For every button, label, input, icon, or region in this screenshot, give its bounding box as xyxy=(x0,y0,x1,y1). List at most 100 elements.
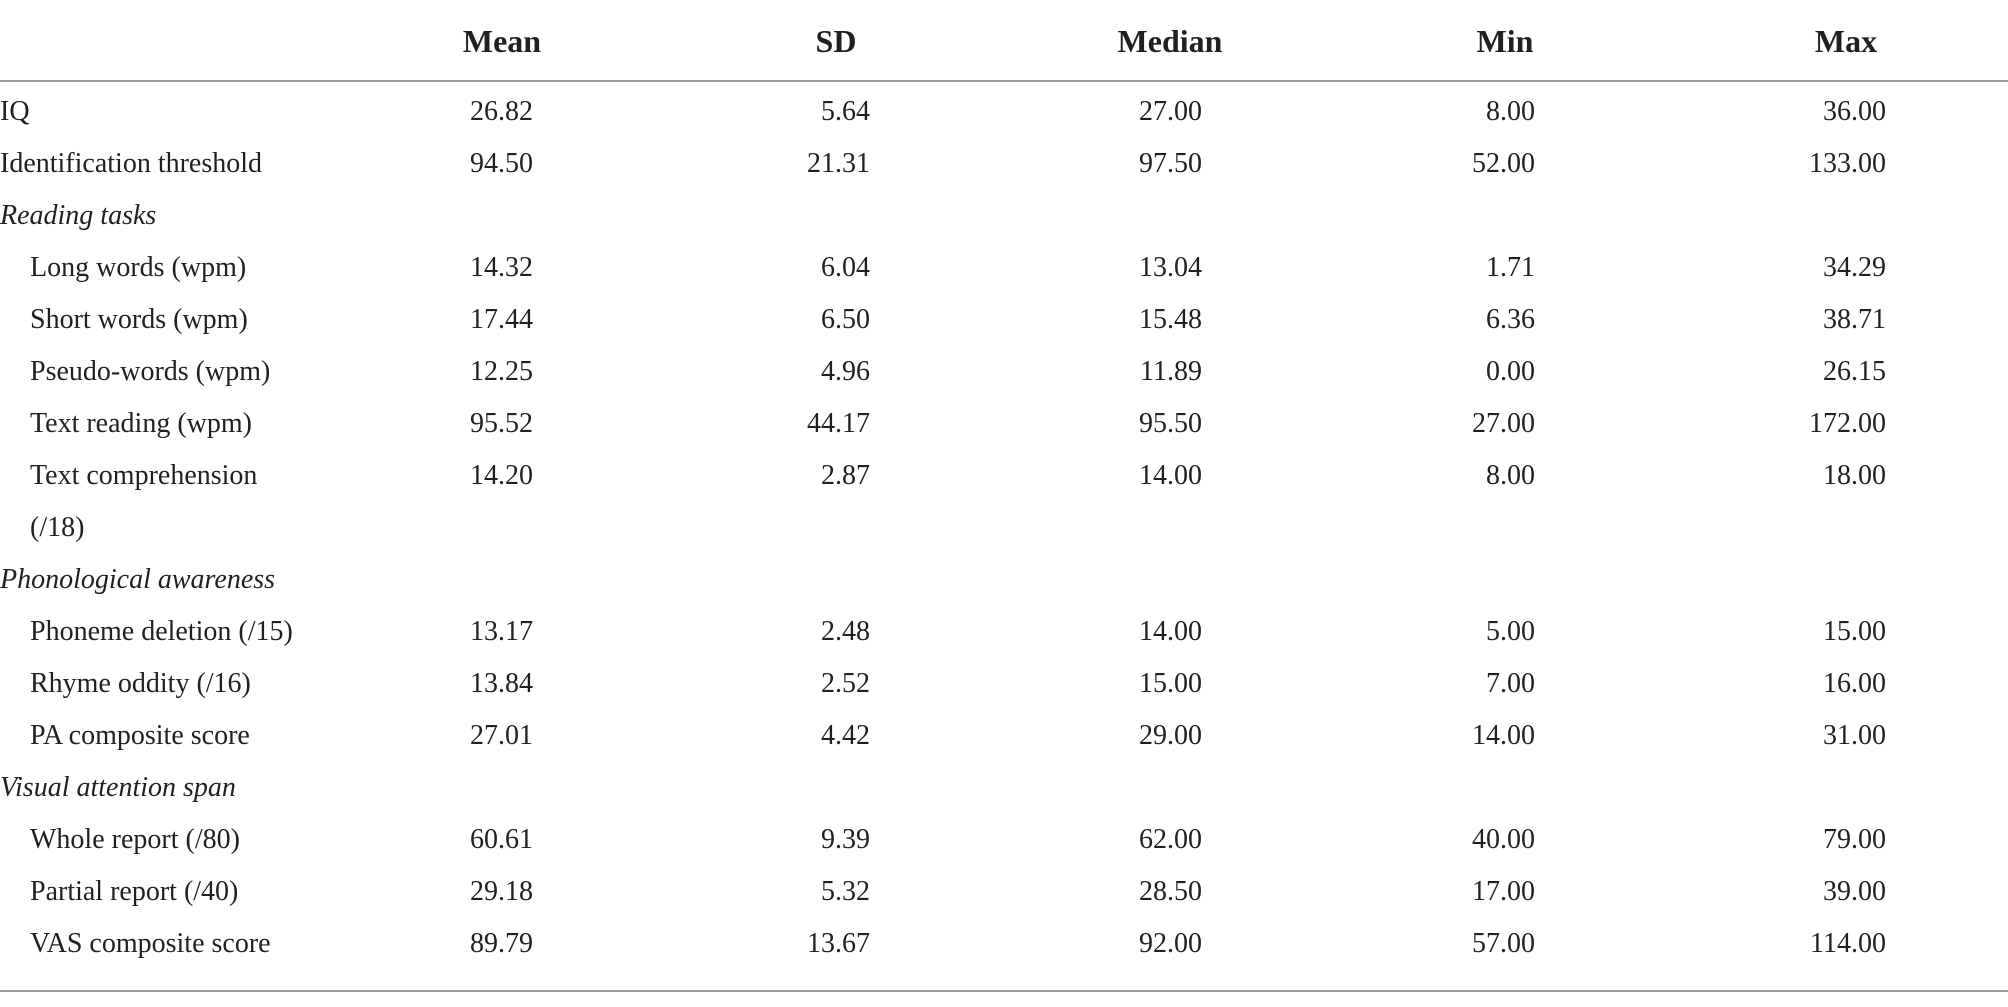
cell-value: 2.52 xyxy=(821,668,870,699)
cell-value: 13.67 xyxy=(807,928,870,959)
cell-value: 9.39 xyxy=(821,824,870,855)
cell-value: 114.00 xyxy=(1810,928,1886,959)
cell-value: 94.50 xyxy=(470,148,533,179)
cell-value: 2.48 xyxy=(821,616,870,647)
table-row: Long words (wpm) 14.32 6.04 13.04 1.71 34.29 xyxy=(0,242,2008,294)
section-title: Reading tasks xyxy=(0,200,157,231)
cell-value: 13.04 xyxy=(1139,252,1202,283)
cell-value: 14.32 xyxy=(470,252,533,283)
column-header: Min xyxy=(1476,23,1534,59)
cell-value: 29.00 xyxy=(1139,720,1202,751)
table-row: Rhyme oddity (/16) 13.84 2.52 15.00 7.00 16.0… xyxy=(0,658,2008,710)
cell-value: 27.01 xyxy=(470,720,533,751)
cell-value: 40.00 xyxy=(1472,824,1535,855)
cell-value: 34.29 xyxy=(1823,252,1886,283)
cell-value: 0.00 xyxy=(1486,356,1535,387)
cell-value: 62.00 xyxy=(1139,824,1202,855)
cell-value: 44.17 xyxy=(807,408,870,439)
row-label: Rhyme oddity (/16) xyxy=(30,668,251,699)
cell-value: 92.00 xyxy=(1139,928,1202,959)
cell-value: 13.84 xyxy=(470,668,533,699)
table-header: Mean SD Median Min Max xyxy=(0,0,2008,82)
table-row: Whole report (/80) 60.61 9.39 62.00 40.00 79.… xyxy=(0,814,2008,866)
cell-value: 17.00 xyxy=(1472,876,1535,907)
cell-value: 21.31 xyxy=(807,148,870,179)
cell-value: 17.44 xyxy=(470,304,533,335)
cell-value: 27.00 xyxy=(1139,96,1202,127)
row-label: IQ xyxy=(0,96,30,127)
cell-value: 29.18 xyxy=(470,876,533,907)
row-label: Partial report (/40) xyxy=(30,876,239,907)
cell-value: 16.00 xyxy=(1823,668,1886,699)
cell-value: 8.00 xyxy=(1486,460,1535,491)
section-title: Phonological awareness xyxy=(0,564,276,595)
row-label: VAS composite score xyxy=(30,928,271,959)
cell-value: 15.48 xyxy=(1139,304,1202,335)
cell-value: 57.00 xyxy=(1472,928,1535,959)
cell-value: 11.89 xyxy=(1140,356,1202,387)
cell-value: 172.00 xyxy=(1809,408,1886,439)
cell-value: 13.17 xyxy=(470,616,533,647)
table-body: IQ 26.82 5.64 27.00 8.00 36.00 Identification … xyxy=(0,82,2008,992)
cell-value: 5.64 xyxy=(821,96,870,127)
cell-value: 27.00 xyxy=(1472,408,1535,439)
table-row: VAS composite score 89.79 13.67 92.00 57.00 1… xyxy=(0,918,2008,970)
table-row: PA composite score 27.01 4.42 29.00 14.00 31.… xyxy=(0,710,2008,762)
cell-value: 36.00 xyxy=(1823,96,1886,127)
cell-value: 15.00 xyxy=(1823,616,1886,647)
cell-value: 14.00 xyxy=(1472,720,1535,751)
cell-value: 18.00 xyxy=(1823,460,1886,491)
cell-value: 95.52 xyxy=(470,408,533,439)
table-row: Text reading (wpm) 95.52 44.17 95.50 27.00 17… xyxy=(0,398,2008,450)
cell-value: 28.50 xyxy=(1139,876,1202,907)
row-label: Long words (wpm) xyxy=(30,252,247,283)
cell-value: 97.50 xyxy=(1139,148,1202,179)
cell-value: 5.00 xyxy=(1486,616,1535,647)
table-row: Phoneme deletion (/15) 13.17 2.48 14.00 5.00… xyxy=(0,606,2008,658)
column-header: Max xyxy=(1814,23,1878,59)
cell-value: 12.25 xyxy=(470,356,533,387)
cell-value: 4.42 xyxy=(821,720,870,751)
cell-value: 14.00 xyxy=(1139,460,1202,491)
row-label: Whole report (/80) xyxy=(30,824,240,855)
cell-value: 15.00 xyxy=(1139,668,1202,699)
cell-value: 6.50 xyxy=(821,304,870,335)
column-header: Median xyxy=(1117,23,1223,59)
table-row: Short words (wpm) 17.44 6.50 15.48 6.36 38.71 xyxy=(0,294,2008,346)
cell-value: 14.00 xyxy=(1139,616,1202,647)
cell-value: 26.82 xyxy=(470,96,533,127)
cell-value: 60.61 xyxy=(470,824,533,855)
table-row: IQ 26.82 5.64 27.00 8.00 36.00 xyxy=(0,86,2008,138)
table-row: Pseudo-words (wpm) 12.25 4.96 11.89 0.00 26.1… xyxy=(0,346,2008,398)
section-title: Visual attention span xyxy=(0,772,236,803)
row-label: PA composite score xyxy=(30,720,250,751)
cell-value: 26.15 xyxy=(1823,356,1886,387)
cell-value: 31.00 xyxy=(1823,720,1886,751)
row-label: Short words (wpm) xyxy=(30,304,248,335)
cell-value: 39.00 xyxy=(1823,876,1886,907)
row-label: Text reading (wpm) xyxy=(30,408,252,439)
cell-value: 133.00 xyxy=(1809,148,1886,179)
column-header: SD xyxy=(815,23,857,59)
cell-value: 7.00 xyxy=(1486,668,1535,699)
table-row: Text comprehension (/18) 14.20 2.87 14.00 8.… xyxy=(0,450,2008,554)
cell-value: 14.20 xyxy=(470,460,533,491)
cell-value: 52.00 xyxy=(1472,148,1535,179)
cell-value: 95.50 xyxy=(1139,408,1202,439)
cell-value: 2.87 xyxy=(821,460,870,491)
table-row: Identification threshold 94.50 21.31 97.50 5… xyxy=(0,138,2008,190)
row-label: Pseudo-words (wpm) xyxy=(30,356,271,387)
cell-value: 6.36 xyxy=(1486,304,1535,335)
cell-value: 1.71 xyxy=(1486,252,1535,283)
table-row: Partial report (/40) 29.18 5.32 28.50 17.00 3… xyxy=(0,866,2008,918)
column-header: Mean xyxy=(462,23,542,59)
cell-value: 38.71 xyxy=(1823,304,1886,335)
cell-value: 89.79 xyxy=(470,928,533,959)
cell-value: 8.00 xyxy=(1486,96,1535,127)
cell-value: 4.96 xyxy=(821,356,870,387)
cell-value: 5.32 xyxy=(821,876,870,907)
cell-value: 6.04 xyxy=(821,252,870,283)
row-label: Identification threshold xyxy=(0,148,263,179)
row-label: Phoneme deletion (/15) xyxy=(30,616,293,647)
